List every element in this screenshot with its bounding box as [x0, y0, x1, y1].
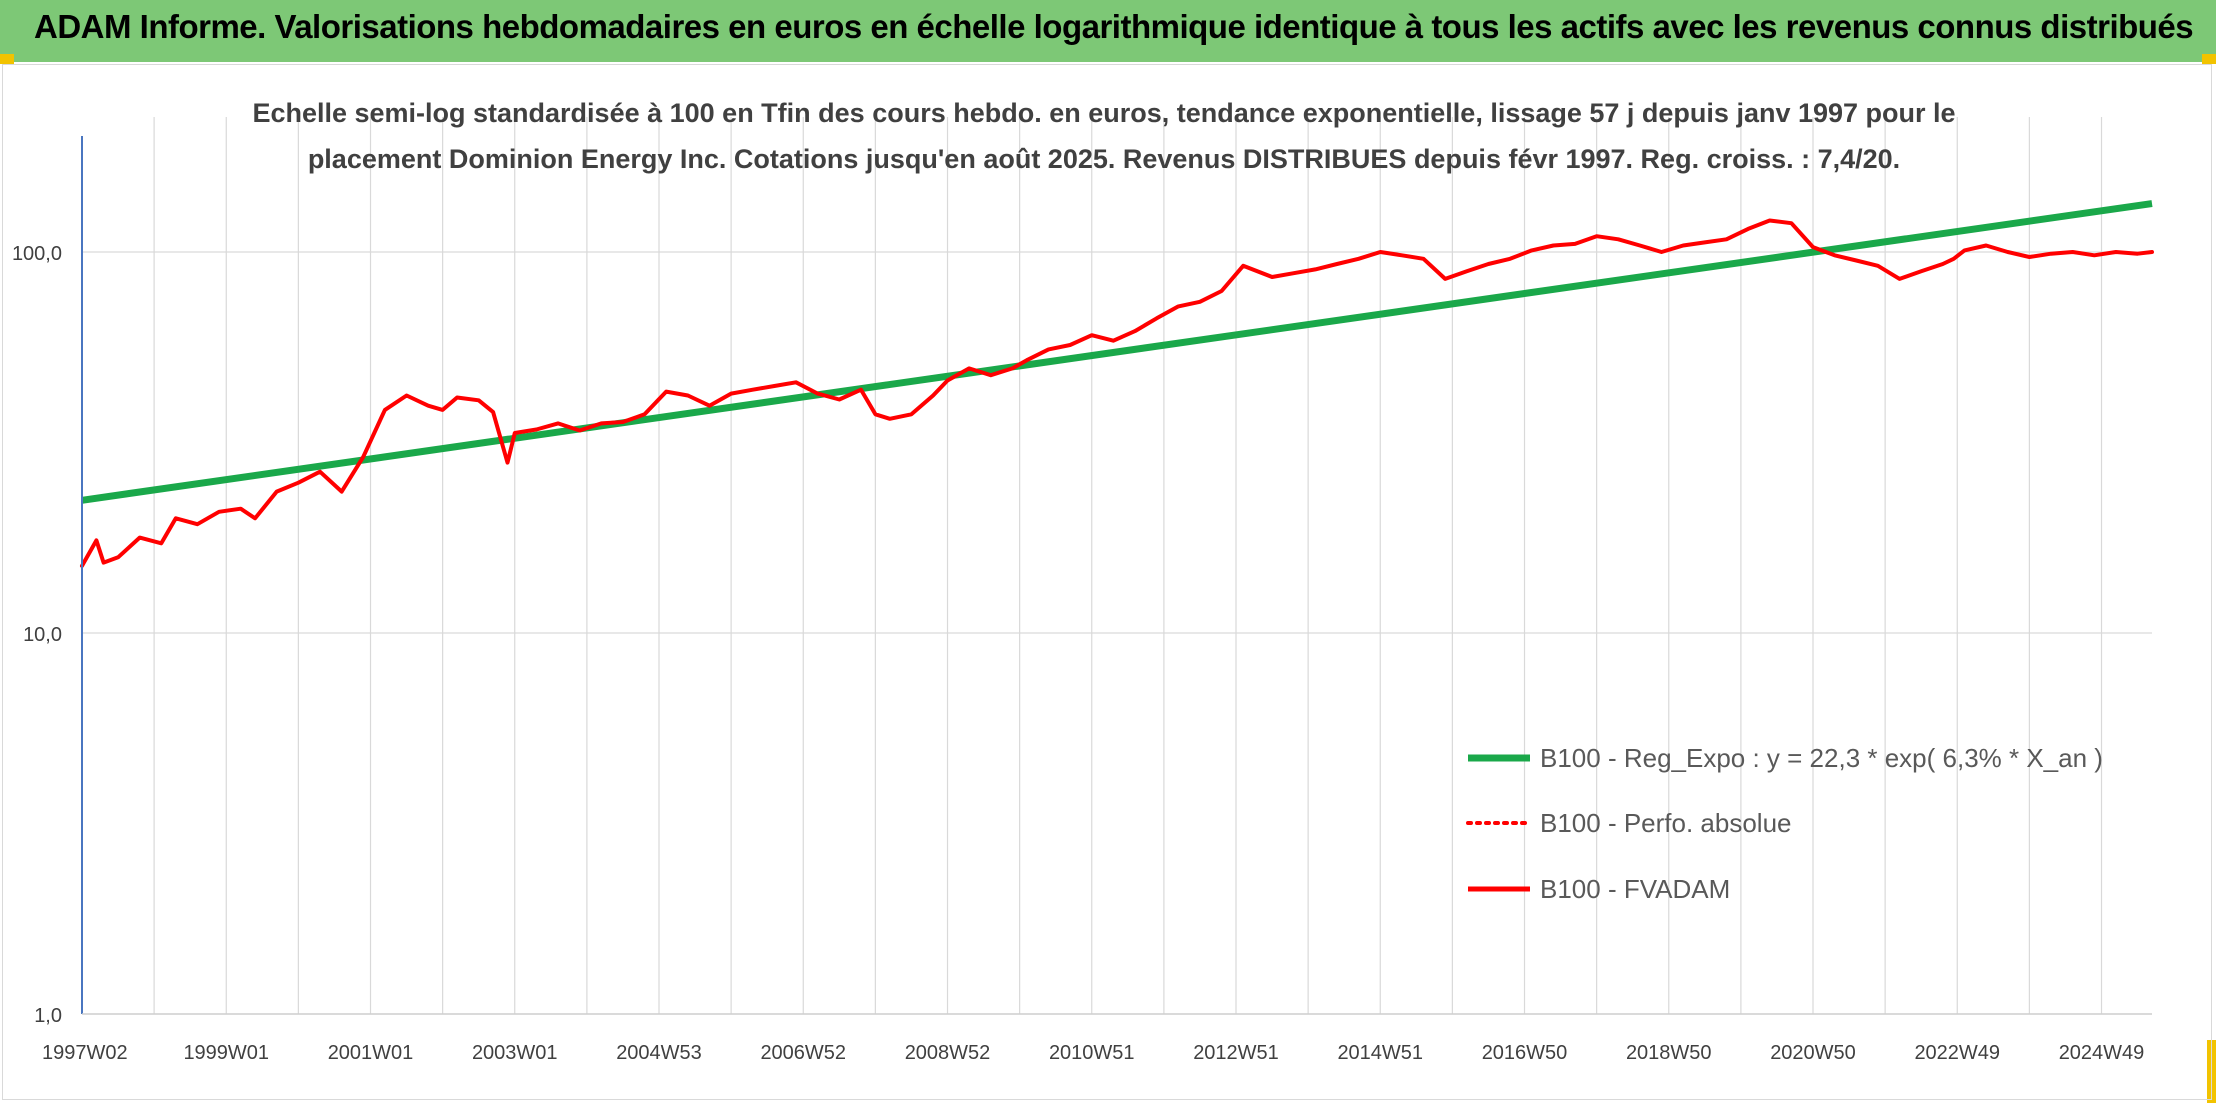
corner-marker-right: [2202, 54, 2216, 64]
report-title: ADAM Informe. Valorisations hebdomadaire…: [34, 8, 2194, 45]
legend: B100 - Reg_Expo : y = 22,3 * exp( 6,3% *…: [1466, 743, 2103, 904]
x-tick-label: 2004W53: [616, 1042, 702, 1064]
chart-title-line: placement Dominion Energy Inc. Cotations…: [308, 144, 1900, 174]
x-tick-label: 1997W02: [42, 1042, 128, 1064]
series-layer: [80, 200, 2154, 568]
y-tick-label: 100,0: [12, 243, 62, 265]
x-tick-label: 1999W01: [183, 1042, 269, 1064]
legend-fvadam-label: B100 - FVADAM: [1540, 874, 1730, 904]
x-tick-label: 2012W51: [1193, 1042, 1279, 1064]
x-tick-label: 2003W01: [472, 1042, 558, 1064]
x-tick-label: 2020W50: [1770, 1042, 1856, 1064]
y-tick-label: 1,0: [34, 1005, 62, 1027]
title-banner: ADAM Informe. Valorisations hebdomadaire…: [0, 0, 2216, 62]
x-tick-label: 2022W49: [1914, 1042, 2000, 1064]
fvadam-line: [80, 218, 2154, 568]
legend-trend-label: B100 - Reg_Expo : y = 22,3 * exp( 6,3% *…: [1540, 743, 2103, 773]
trend-line: [81, 200, 2153, 504]
x-tick-label: 2008W52: [905, 1042, 991, 1064]
x-tick-label: 2001W01: [328, 1042, 414, 1064]
x-tick-label: 2016W50: [1482, 1042, 1568, 1064]
x-tick-label: 2014W51: [1337, 1042, 1423, 1064]
x-tick-label: 2024W49: [2059, 1042, 2145, 1064]
x-tick-label: 2018W50: [1626, 1042, 1712, 1064]
chart-title: Echelle semi-log standardisée à 100 en T…: [252, 98, 1955, 174]
x-tick-label: 2006W52: [760, 1042, 846, 1064]
axis-layer: 1,0 10,0 100,0 1997W02 1999W01 2001W01 2003W01…: [12, 136, 2152, 1064]
y-tick-label: 10,0: [23, 624, 62, 646]
x-tick-label: 2010W51: [1049, 1042, 1135, 1064]
chart-title-line: Echelle semi-log standardisée à 100 en T…: [252, 98, 1955, 128]
corner-marker-left: [0, 54, 14, 64]
legend-perfo-label: B100 - Perfo. absolue: [1540, 808, 1792, 838]
chart-frame: [2, 64, 2212, 1100]
